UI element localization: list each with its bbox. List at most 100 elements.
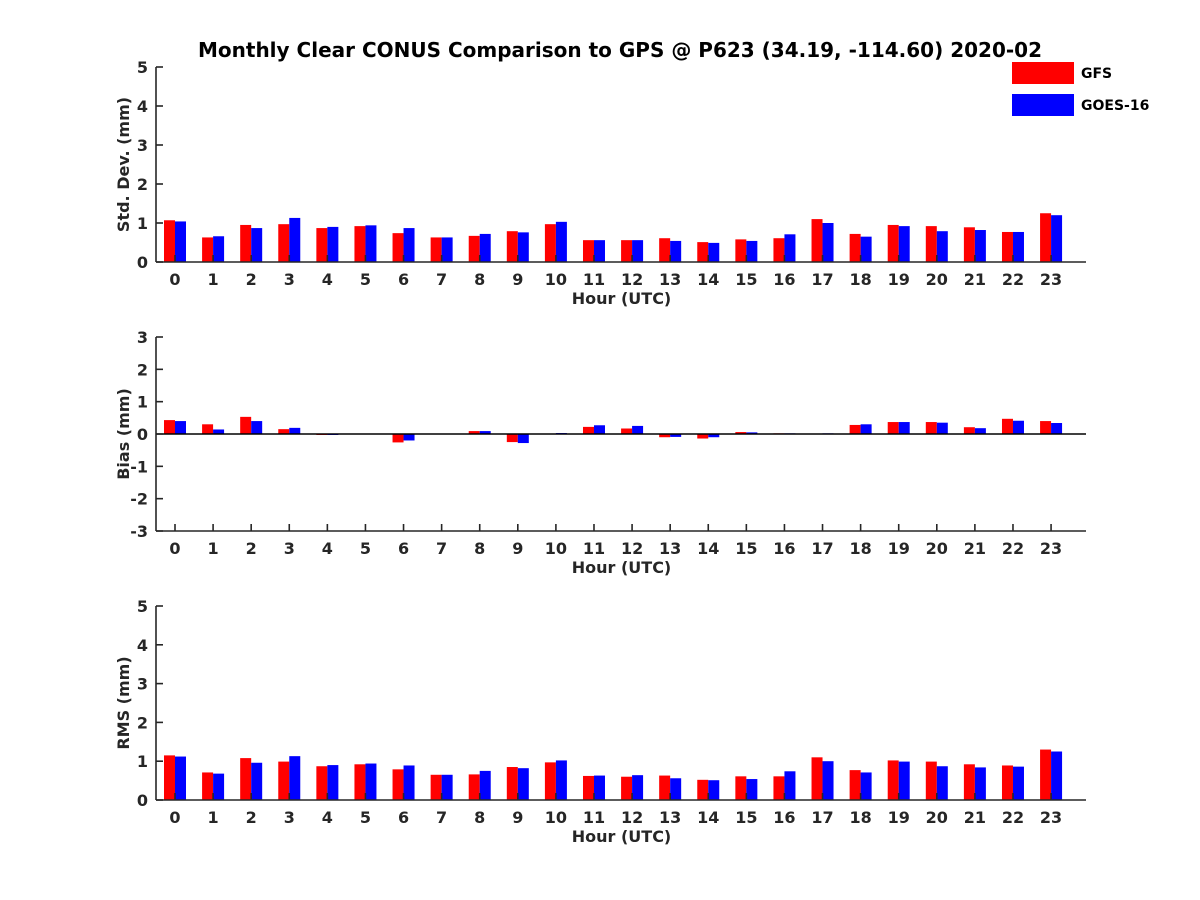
y-tick-label: 0 [137, 791, 148, 810]
bar-goes-16-11 [593, 425, 605, 434]
y-tick-label: 2 [137, 713, 148, 732]
bar-goes-16-16 [784, 771, 796, 800]
bar-goes-16-13 [670, 434, 682, 437]
bar-gfs-12 [621, 428, 633, 434]
bar-gfs-4 [316, 766, 328, 800]
x-tick-label: 18 [849, 539, 871, 558]
bar-goes-16-0 [175, 221, 186, 262]
bar-gfs-13 [659, 238, 671, 262]
bar-gfs-19 [887, 760, 899, 800]
bar-gfs-0 [164, 755, 175, 800]
bar-gfs-3 [278, 761, 290, 800]
bar-goes-16-17 [822, 223, 834, 262]
bar-goes-16-14 [708, 434, 720, 438]
x-tick-label: 20 [926, 539, 948, 558]
x-tick-label: 8 [474, 808, 485, 827]
bar-gfs-8 [468, 235, 480, 262]
y-tick-label: -1 [130, 457, 148, 476]
y-tick-label: 0 [137, 425, 148, 444]
y-tick-label: 3 [137, 675, 148, 694]
x-axis-label: Hour (UTC) [572, 558, 672, 577]
bar-gfs-14 [697, 242, 709, 262]
bar-gfs-21 [963, 427, 975, 434]
y-tick-label: 4 [137, 636, 148, 655]
bar-goes-16-21 [974, 767, 986, 800]
bar-goes-16-8 [479, 431, 491, 434]
x-tick-label: 15 [735, 539, 757, 558]
x-tick-label: 8 [474, 539, 485, 558]
y-tick-label: 2 [137, 360, 148, 379]
x-tick-label: 7 [436, 539, 447, 558]
x-tick-label: 18 [849, 270, 871, 289]
bar-goes-16-15 [746, 432, 758, 434]
bar-goes-16-20 [936, 422, 948, 434]
x-tick-label: 14 [697, 808, 719, 827]
bar-goes-16-5 [365, 763, 377, 800]
bar-goes-16-3 [289, 756, 301, 800]
bar-gfs-13 [659, 775, 671, 800]
bar-gfs-16 [773, 776, 785, 800]
x-tick-label: 5 [360, 270, 371, 289]
bar-goes-16-23 [1051, 215, 1063, 262]
bar-goes-16-8 [479, 770, 491, 800]
x-tick-label: 11 [583, 270, 605, 289]
bar-gfs-14 [697, 434, 709, 439]
x-tick-label: 6 [398, 808, 409, 827]
bar-goes-16-9 [517, 768, 529, 800]
bar-goes-16-12 [632, 775, 644, 800]
bar-goes-16-6 [403, 228, 415, 262]
bar-gfs-6 [392, 769, 404, 800]
bar-gfs-18 [849, 233, 861, 262]
bar-goes-16-22 [1012, 231, 1024, 262]
bar-gfs-5 [354, 764, 366, 800]
y-tick-label: 5 [137, 58, 148, 77]
bar-gfs-6 [392, 434, 404, 443]
bar-gfs-12 [621, 776, 633, 800]
x-tick-label: 22 [1002, 539, 1024, 558]
y-tick-label: -2 [130, 490, 148, 509]
y-tick-label: 1 [137, 393, 148, 412]
bar-gfs-18 [849, 770, 861, 800]
x-tick-label: 1 [208, 539, 219, 558]
x-tick-label: 4 [322, 270, 333, 289]
bar-goes-16-1 [213, 773, 225, 800]
x-tick-label: 17 [811, 808, 833, 827]
x-tick-label: 5 [360, 539, 371, 558]
x-tick-label: 14 [697, 539, 719, 558]
x-tick-label: 11 [583, 808, 605, 827]
bar-goes-16-1 [213, 429, 225, 434]
bar-goes-16-17 [822, 761, 834, 800]
legend-label-goes-16: GOES-16 [1081, 98, 1149, 114]
x-tick-label: 20 [926, 808, 948, 827]
bar-goes-16-11 [593, 775, 605, 800]
bar-gfs-22 [1001, 765, 1013, 800]
bar-goes-16-12 [632, 425, 644, 434]
bar-gfs-20 [925, 422, 937, 434]
x-tick-label: 5 [360, 808, 371, 827]
bar-goes-16-3 [289, 217, 301, 262]
legend-swatch-goes-16 [1012, 94, 1074, 116]
x-tick-label: 19 [888, 270, 910, 289]
bar-goes-16-4 [327, 765, 339, 800]
bar-goes-16-0 [175, 421, 186, 434]
bar-goes-16-23 [1051, 423, 1063, 434]
bar-goes-16-19 [898, 422, 910, 434]
bar-gfs-4 [316, 228, 328, 262]
x-tick-label: 1 [208, 808, 219, 827]
bar-goes-16-10 [555, 760, 567, 800]
bar-goes-16-15 [746, 779, 758, 800]
x-tick-label: 13 [659, 539, 681, 558]
bar-goes-16-7 [441, 774, 453, 800]
x-tick-label: 2 [246, 270, 257, 289]
x-axis-label: Hour (UTC) [572, 827, 672, 846]
y-axis-label: RMS (mm) [114, 656, 133, 749]
y-tick-label: 3 [137, 136, 148, 155]
bar-goes-16-2 [251, 228, 263, 262]
bar-goes-16-13 [670, 240, 682, 262]
bar-gfs-2 [240, 416, 252, 434]
bar-goes-16-3 [289, 427, 301, 434]
bar-gfs-15 [735, 239, 747, 262]
bar-gfs-23 [1040, 421, 1052, 434]
